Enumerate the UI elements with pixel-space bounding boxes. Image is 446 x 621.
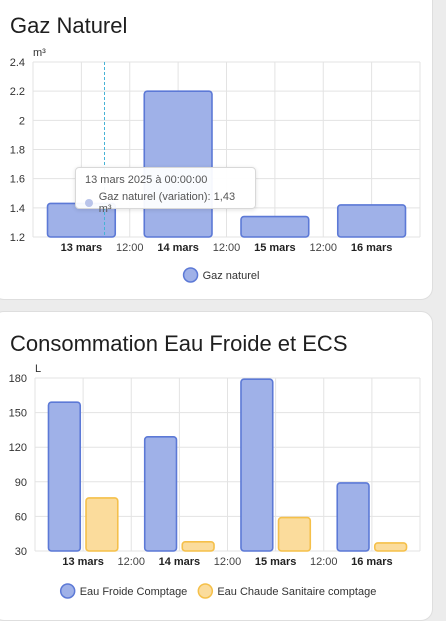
bar[interactable] [47,401,82,552]
y-tick-label: 60 [15,511,27,523]
bar[interactable] [143,436,178,552]
legend-label: Eau Froide Comptage [80,586,188,598]
y-tick-label: 1.8 [10,145,25,157]
bar[interactable] [336,482,370,552]
y-tick-label: 2 [19,115,25,127]
legend-item[interactable]: Gaz naturel [182,267,260,283]
y-tick-label: 1.4 [10,203,25,215]
x-tick-label: 13 mars [61,242,103,254]
gas-card-title: Gaz Naturel [10,13,128,38]
legend-swatch [197,583,214,599]
tooltip-text: Gaz naturel (variation): 1,43 m³ [98,191,236,215]
legend-item[interactable]: Eau Froide Comptage [59,583,188,599]
bar[interactable] [336,204,407,238]
y-tick-label: 1.2 [10,232,25,244]
gas-tooltip: 13 mars 2025 à 00:00:00 Gaz naturel (var… [75,167,256,215]
x-tick-label: 12:00 [117,556,145,568]
legend-swatch [59,583,76,599]
bar[interactable] [85,497,119,552]
x-tick-label: 15 mars [254,242,296,254]
bar[interactable] [181,540,215,552]
y-tick-label: 90 [15,477,27,489]
y-tick-label: 30 [15,546,27,558]
y-tick-label: 1.6 [10,174,25,186]
bar[interactable] [240,215,310,238]
legend-item[interactable]: Eau Chaude Sanitaire comptage [197,583,376,599]
x-tick-label: 12:00 [214,556,242,568]
bar[interactable] [373,542,408,552]
x-tick-label: 12:00 [213,242,241,254]
x-tick-label: 15 mars [255,556,297,568]
tooltip-series-dot [85,199,93,207]
x-tick-label: 14 mars [157,242,199,254]
x-tick-label: 12:00 [309,242,337,254]
legend-label: Gaz naturel [203,270,260,282]
y-tick-label: 2.4 [10,57,25,69]
y-tick-label: 150 [9,408,27,420]
y-tick-label: 2.2 [10,86,25,98]
tooltip-title: 13 mars 2025 à 00:00:00 [85,174,208,186]
x-tick-label: 16 mars [351,556,393,568]
x-tick-label: 14 mars [159,556,201,568]
x-tick-label: 16 mars [351,242,393,254]
x-tick-label: 12:00 [116,242,144,254]
bar[interactable] [240,378,274,552]
y-axis-unit: L [35,363,41,375]
water-card: Consommation Eau Froide et ECS [0,311,433,621]
bar[interactable] [277,516,312,552]
x-tick-label: 13 mars [62,556,104,568]
y-tick-label: 180 [9,373,27,385]
y-axis-unit: m³ [33,47,46,59]
y-tick-label: 120 [9,442,27,454]
legend-label: Eau Chaude Sanitaire comptage [217,586,376,598]
water-card-title: Consommation Eau Froide et ECS [10,331,348,356]
legend-swatch [182,267,199,283]
x-tick-label: 12:00 [310,556,338,568]
